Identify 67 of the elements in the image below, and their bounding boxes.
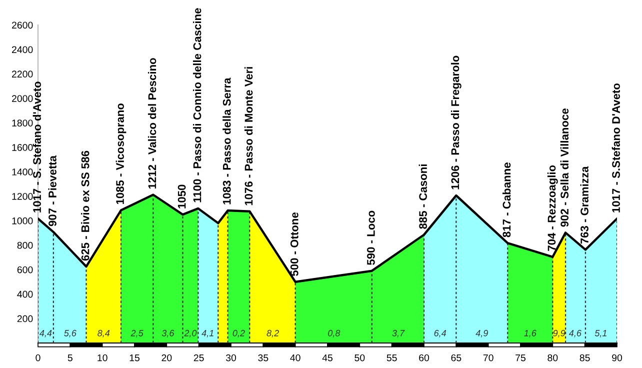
annotation: 1085 - Vicosoprano — [116, 103, 126, 204]
y-tick-label: 2000 — [12, 95, 33, 102]
x-tick-label: 0 — [36, 354, 40, 362]
x-tick-label: 55 — [386, 354, 397, 362]
y-tick-label: 2400 — [12, 46, 33, 54]
annotation: 0,2 — [232, 330, 245, 338]
y-tick-label: 1800 — [12, 120, 33, 126]
annotation: 1017 - S. Stefano d'Aveto — [32, 82, 41, 212]
annotation: 885 - Casoni — [418, 164, 427, 229]
annotation: 2,5 — [130, 330, 144, 338]
y-tick-label: 1000 — [12, 217, 33, 224]
annotation: 4,9 — [476, 330, 488, 338]
annotation: 5,1 — [594, 330, 606, 338]
x-tick-label: 60 — [419, 354, 430, 362]
x-tick-label: 70 — [483, 354, 494, 362]
x-tick-label: 5 — [68, 354, 72, 362]
x-tick-label: 45 — [322, 354, 332, 362]
x-tick-label: 30 — [226, 354, 236, 362]
y-tick-label: 1200 — [12, 192, 33, 200]
x-tick-label: 75 — [516, 354, 526, 362]
annotation: 8,4 — [98, 330, 110, 338]
x-tick-label: 20 — [162, 354, 172, 362]
annotation: 902 - Sella di Villanoce — [560, 108, 569, 227]
y-tick-label: 2600 — [12, 22, 33, 29]
annotation: 2,0 — [184, 330, 197, 338]
annotation: 4,6 — [568, 330, 582, 338]
annotation: 3,6 — [162, 330, 174, 338]
annotation: 1206 - Passo di Fregarolo — [450, 56, 462, 190]
annotation: 1076 - Passo di Monte Veri — [244, 67, 253, 206]
x-tick-label: 85 — [580, 354, 590, 362]
annotation: 1100 - Passo di Connio delle Cascine — [193, 8, 202, 202]
y-tick-label: 400 — [17, 290, 33, 298]
annotation: 4,1 — [202, 330, 214, 338]
y-tick-label: 2200 — [12, 70, 33, 78]
annotation: 8,2 — [266, 330, 279, 338]
annotation: 4,4 — [40, 330, 52, 338]
annotation: 907 - Pievetta — [48, 155, 56, 226]
annotation: 1017 - S.Stefano D'Aveto — [612, 83, 620, 212]
x-tick-label: 35 — [258, 354, 268, 362]
annotation: 0,8 — [328, 330, 340, 338]
annotation: 1,6 — [524, 330, 536, 338]
x-tick-label: 65 — [451, 354, 462, 362]
annotation: 1083 - Passo della Serra — [222, 78, 231, 204]
annotation: 500 - Ottone — [290, 212, 298, 276]
annotation: 590 - Loco — [367, 210, 375, 265]
annotation: 3,7 — [392, 330, 405, 338]
annotation: 6,4 — [434, 330, 446, 338]
annotation: 817 - Cabanne — [502, 162, 511, 238]
x-tick-label: 40 — [290, 354, 300, 362]
annotation: 9,9 — [553, 330, 566, 338]
x-tick-label: 10 — [98, 354, 108, 362]
annotation: 1050 — [178, 184, 186, 208]
x-tick-label: 25 — [194, 354, 204, 362]
annotation: 1212 - Valico del Pescino — [148, 58, 156, 189]
y-tick-label: 200 — [17, 315, 33, 322]
annotation: 5,6 — [64, 330, 76, 338]
y-tick-label: 600 — [17, 266, 33, 274]
y-tick-label: 1400 — [12, 168, 33, 176]
y-tick-label: 1600 — [12, 144, 33, 151]
annotation: 625 - Bivio ex SS 586 — [81, 150, 90, 261]
x-tick-label: 15 — [130, 354, 140, 362]
annotation: 763 - Gramizza — [580, 166, 588, 244]
y-tick-label: 800 — [17, 242, 33, 249]
x-tick-label: 90 — [612, 354, 622, 362]
x-tick-label: 50 — [354, 354, 365, 362]
x-tick-label: 80 — [548, 354, 558, 362]
annotation: 704 - Rezzoaglio — [547, 165, 558, 251]
